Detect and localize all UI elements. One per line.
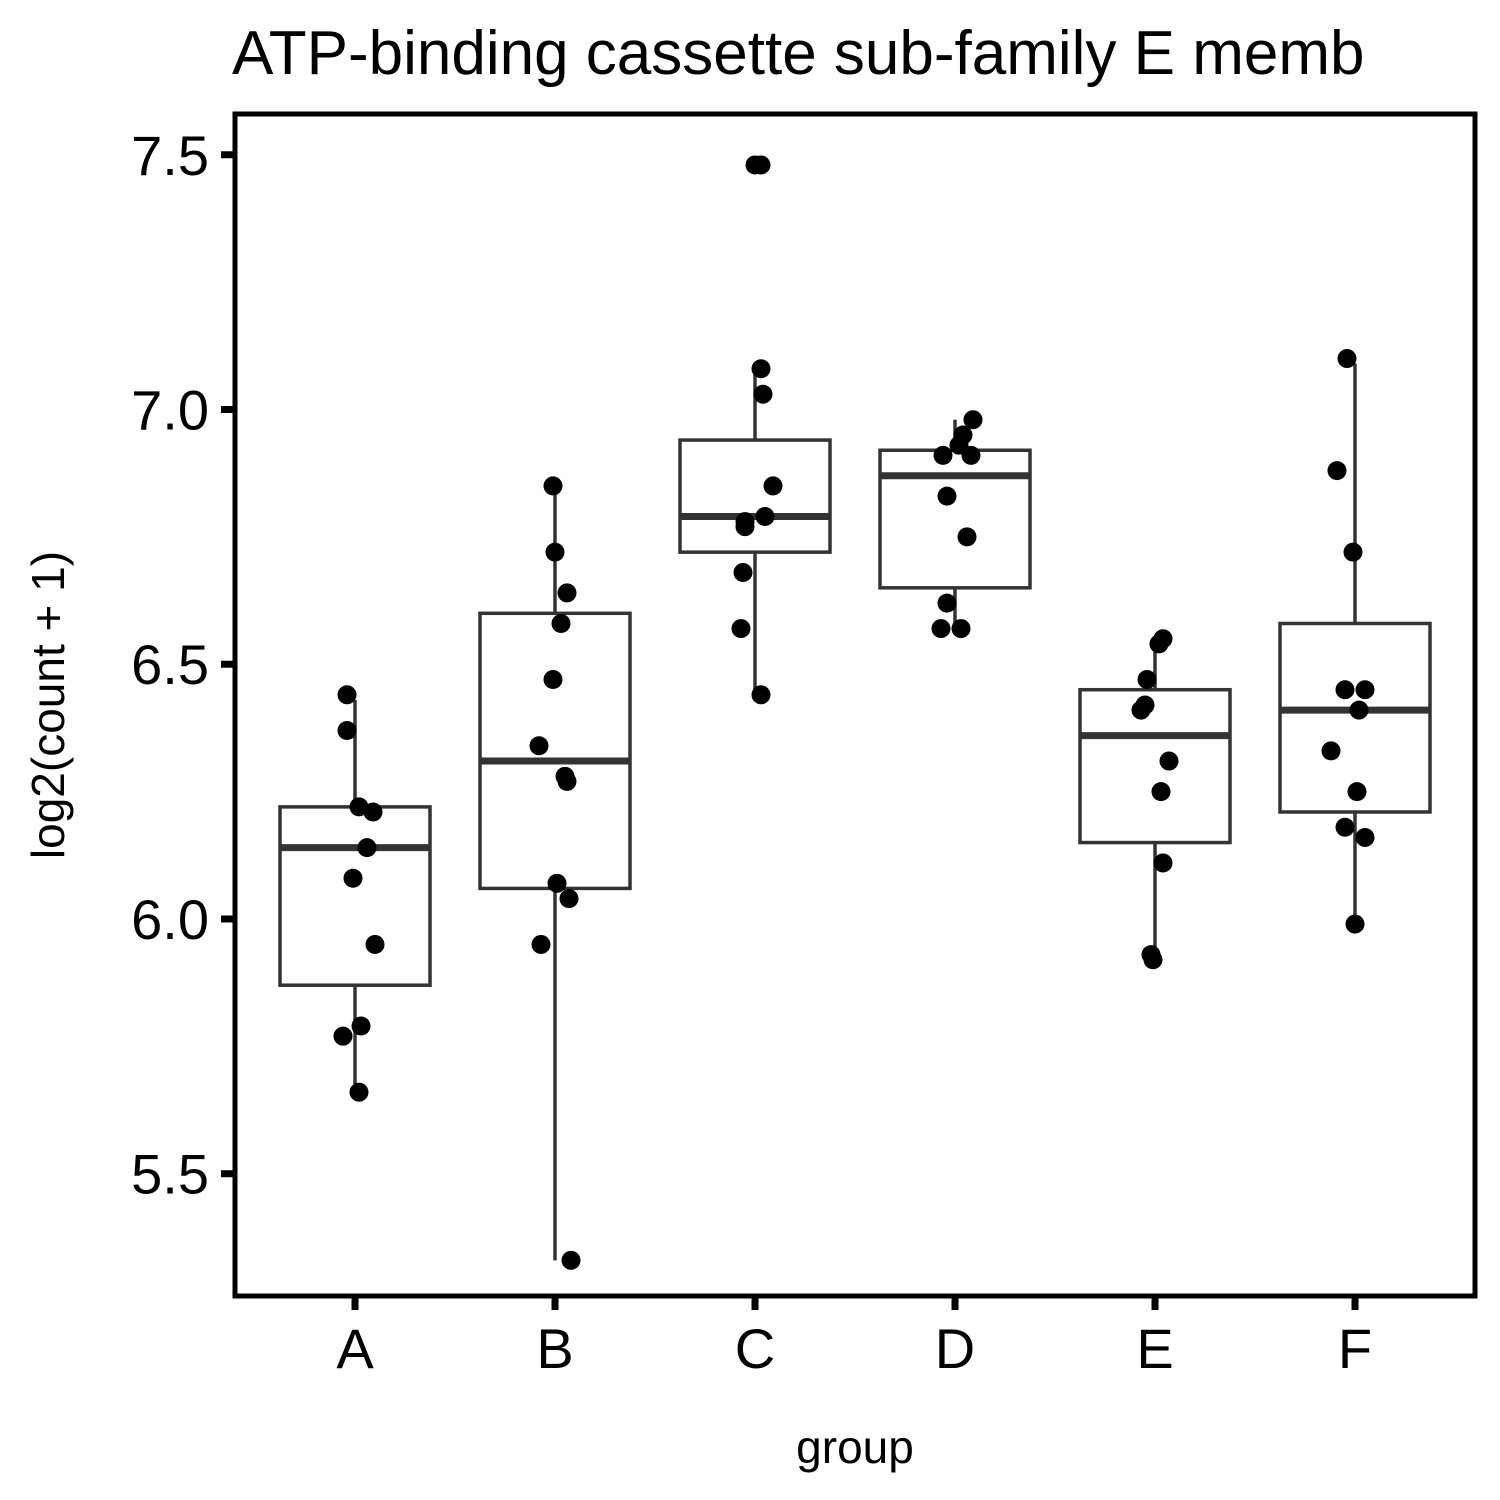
data-point-F	[1327, 461, 1347, 481]
data-point-A	[365, 934, 385, 954]
data-point-B	[545, 542, 565, 562]
box-iqr	[878, 448, 1032, 590]
plot-area	[278, 155, 1432, 1270]
box-D	[878, 419, 1032, 629]
data-point-A	[351, 1016, 371, 1036]
box-iqr	[1078, 687, 1232, 845]
data-point-B	[561, 1250, 581, 1270]
data-point-B	[543, 476, 563, 496]
data-point-C	[731, 619, 751, 639]
data-point-C	[751, 685, 771, 705]
data-point-F	[1347, 782, 1367, 802]
data-point-D	[933, 445, 953, 465]
data-point-E	[1137, 670, 1157, 690]
data-point-D	[931, 619, 951, 639]
x-tick-label: A	[336, 1317, 374, 1380]
data-point-E	[1151, 782, 1171, 802]
data-point-B	[557, 771, 577, 791]
data-point-C	[753, 384, 773, 404]
data-point-D	[951, 619, 971, 639]
data-point-E	[1153, 853, 1173, 873]
data-point-A	[333, 1026, 353, 1046]
y-tick-label: 6.5	[131, 633, 209, 696]
data-point-D	[963, 410, 983, 430]
data-point-B	[531, 934, 551, 954]
x-tick-label: D	[935, 1317, 975, 1380]
box-A	[278, 699, 432, 1093]
box-iqr	[278, 805, 432, 987]
data-points	[333, 155, 1375, 1270]
data-point-A	[337, 685, 357, 705]
data-point-E	[1159, 751, 1179, 771]
y-tick-label: 6.0	[131, 888, 209, 951]
axes: 5.5 6.0 6.5 7.0 7.5 A B C D E F	[131, 124, 1372, 1380]
data-point-F	[1349, 700, 1369, 720]
data-point-D	[937, 593, 957, 613]
data-point-B	[543, 670, 563, 690]
x-tick-label: E	[1136, 1317, 1173, 1380]
data-point-C	[735, 517, 755, 537]
data-point-D	[957, 527, 977, 547]
data-point-B	[557, 583, 577, 603]
x-tick-label: C	[735, 1317, 775, 1380]
box-E	[1078, 638, 1232, 960]
box-B	[478, 485, 632, 1261]
data-point-A	[363, 802, 383, 822]
data-point-C	[763, 476, 783, 496]
data-point-A	[357, 838, 377, 858]
data-point-F	[1355, 827, 1375, 847]
box-iqr	[478, 611, 632, 891]
data-point-F	[1335, 817, 1355, 837]
data-point-F	[1321, 741, 1341, 761]
data-point-C	[755, 506, 775, 526]
data-point-D	[937, 486, 957, 506]
data-point-A	[337, 720, 357, 740]
chart-title: ATP-binding cassette sub-family E memb	[232, 19, 1365, 88]
data-point-E	[1131, 700, 1151, 720]
box-F	[1278, 363, 1432, 930]
data-point-F	[1355, 680, 1375, 700]
y-axis-title: log2(count + 1)	[22, 551, 74, 859]
data-point-A	[349, 1082, 369, 1102]
data-point-A	[343, 868, 363, 888]
box-iqr	[678, 438, 832, 554]
data-point-C	[733, 563, 753, 583]
data-point-B	[547, 873, 567, 893]
data-point-B	[529, 736, 549, 756]
data-point-F	[1337, 349, 1357, 369]
data-point-F	[1343, 542, 1363, 562]
data-point-C	[751, 359, 771, 379]
x-tick-label: F	[1338, 1317, 1372, 1380]
data-point-B	[559, 889, 579, 909]
y-tick-label: 7.5	[131, 124, 209, 187]
data-point-E	[1143, 950, 1163, 970]
data-point-B	[551, 613, 571, 633]
box-C	[678, 368, 832, 695]
data-point-E	[1149, 634, 1169, 654]
x-tick-label: B	[536, 1317, 573, 1380]
data-point-F	[1335, 680, 1355, 700]
data-point-C	[751, 155, 771, 175]
y-tick-label: 5.5	[131, 1143, 209, 1206]
x-axis-title: group	[796, 1421, 914, 1473]
data-point-F	[1345, 914, 1365, 934]
y-tick-label: 7.0	[131, 379, 209, 442]
plot-panel-border	[232, 111, 1478, 1299]
data-point-D	[961, 445, 981, 465]
